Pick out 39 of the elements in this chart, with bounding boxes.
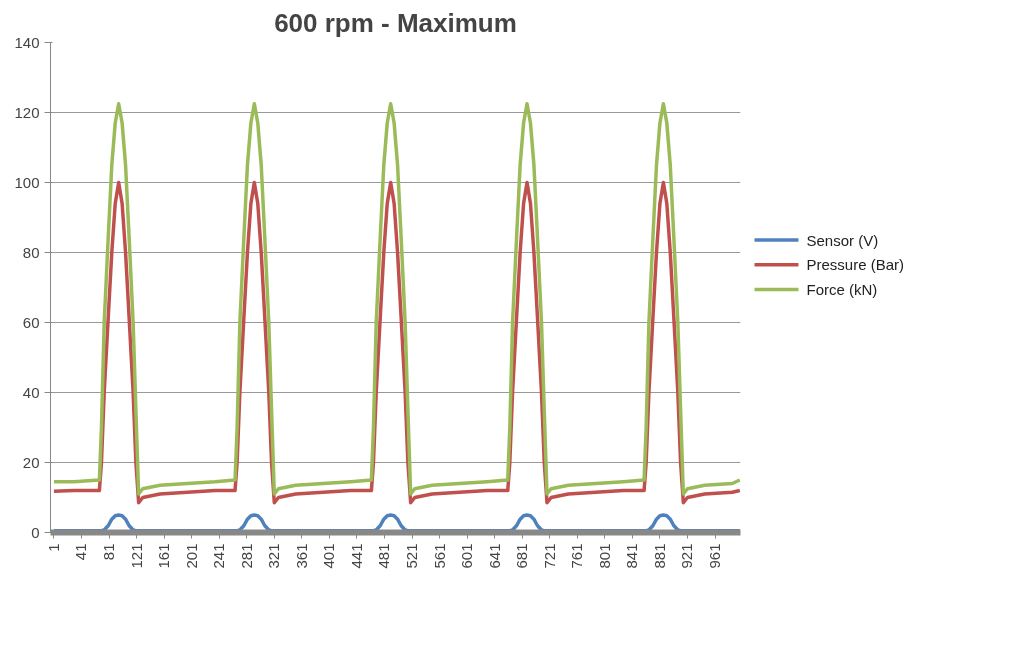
x-tick-label: 721 [540, 543, 558, 569]
chart-title: 600 rpm - Maximum [274, 7, 517, 38]
x-tick-label: 601 [458, 543, 476, 569]
x-tick-label: 361 [292, 543, 310, 569]
x-tick-label: 241 [210, 543, 228, 569]
x-tick-label: 481 [375, 543, 393, 569]
x-tick-label: 441 [347, 543, 365, 569]
x-tick-label: 561 [430, 543, 448, 569]
y-tick-label: 120 [14, 103, 40, 121]
x-tick-label: 801 [595, 543, 613, 569]
legend-label: Pressure (Bar) [806, 256, 905, 274]
x-tick-label: 841 [623, 543, 641, 569]
x-tick-label: 881 [650, 543, 668, 569]
legend-label: Force (kN) [806, 280, 878, 298]
y-tick-label: 80 [22, 243, 40, 261]
y-tick-label: 40 [22, 383, 40, 401]
x-tick-label: 681 [513, 543, 531, 569]
x-tick-label: 641 [485, 543, 503, 569]
line-series [52, 102, 741, 496]
y-tick-label: 60 [22, 313, 40, 331]
y-tick-label: 20 [22, 453, 40, 471]
x-tick-label: 921 [678, 543, 696, 569]
x-tick-label: 961 [706, 543, 724, 569]
y-tick-label: 0 [31, 523, 40, 541]
x-tick-label: 521 [403, 543, 421, 569]
x-tick-label: 41 [72, 543, 90, 561]
line-series [52, 513, 741, 533]
x-tick-label: 121 [127, 543, 145, 569]
x-tick-label: 761 [568, 543, 586, 569]
x-tick-label: 401 [320, 543, 338, 569]
x-tick-label: 81 [100, 543, 118, 561]
legend-label: Sensor (V) [806, 231, 879, 249]
y-tick-label: 100 [14, 173, 40, 191]
x-tick-label: 321 [265, 543, 283, 569]
x-tick-label: 281 [237, 543, 255, 569]
x-tick-label: 1 [44, 543, 62, 552]
x-tick-label: 161 [155, 543, 173, 569]
y-tick-label: 140 [14, 33, 40, 51]
x-tick-label: 201 [182, 543, 200, 569]
